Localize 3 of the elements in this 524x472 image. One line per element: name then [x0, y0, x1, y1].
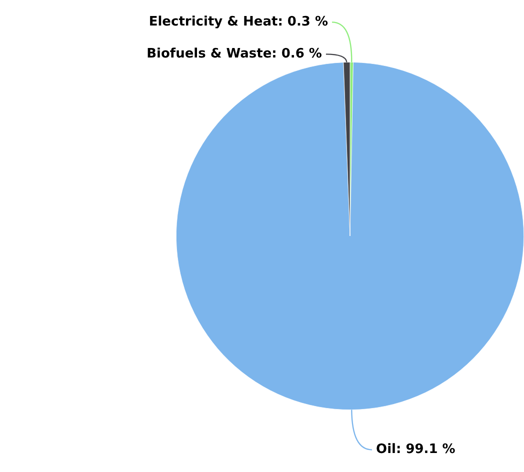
- slice-label: Oil: 99.1 %: [376, 442, 456, 458]
- slice-label: Electricity & Heat: 0.3 %: [148, 14, 328, 30]
- slice-label: Biofuels & Waste: 0.6 %: [146, 46, 322, 62]
